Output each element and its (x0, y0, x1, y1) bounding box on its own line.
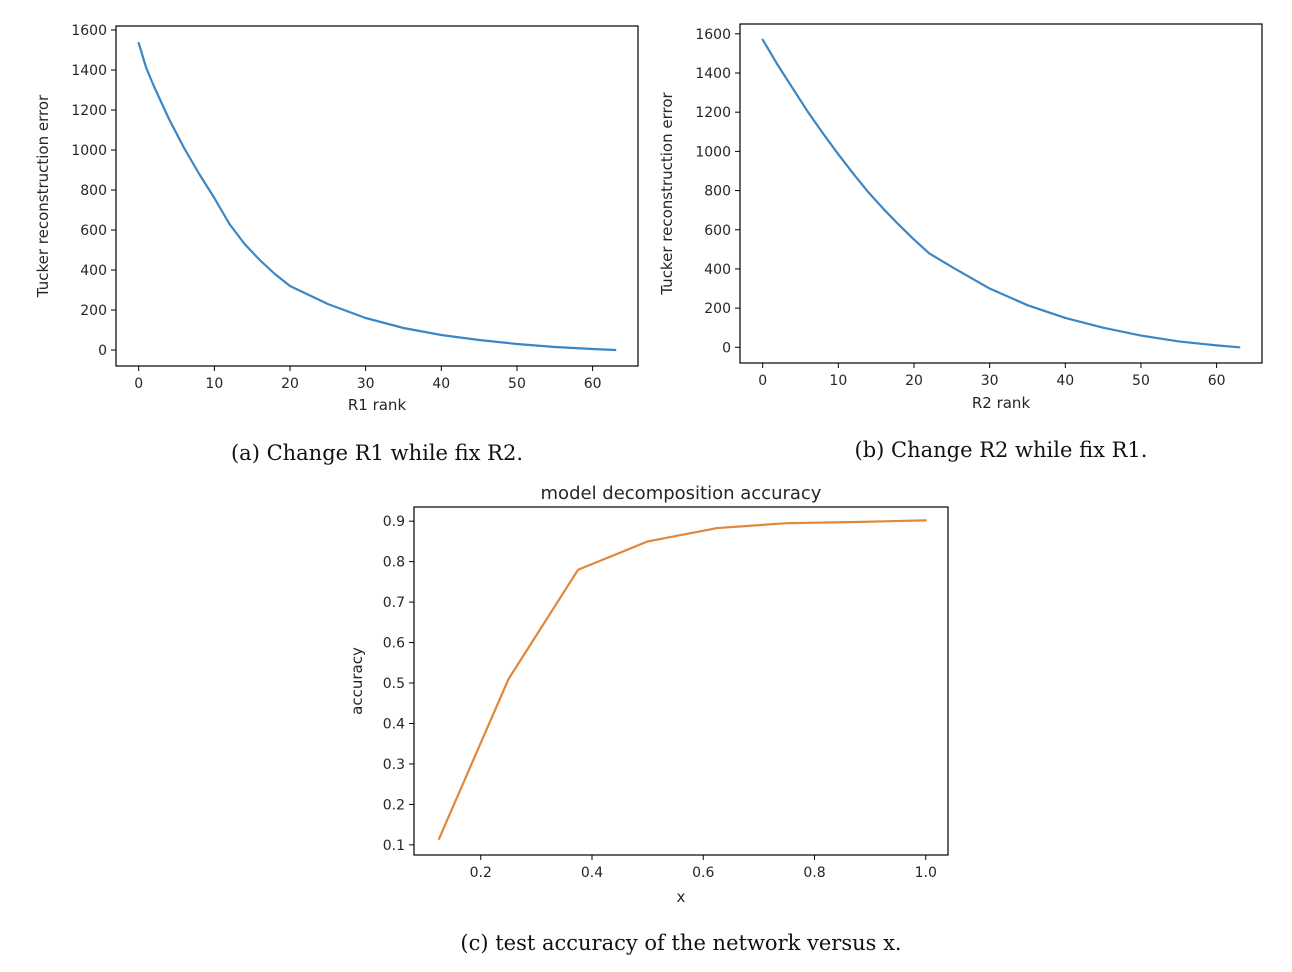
y-tick-label: 400 (80, 263, 107, 279)
y-tick-label: 0.6 (383, 636, 405, 652)
x-tick-label: 40 (1056, 373, 1074, 389)
y-tick-label: 0 (722, 340, 731, 356)
y-tick-label: 0.5 (383, 676, 405, 692)
y-tick-label: 0.3 (383, 757, 405, 773)
y-tick-label: 400 (704, 262, 731, 278)
y-tick-label: 0.8 (383, 555, 405, 571)
x-tick-label: 40 (432, 376, 450, 392)
series-line (137, 41, 617, 352)
x-tick-label: 0.4 (581, 865, 603, 881)
y-tick-label: 0.7 (383, 595, 405, 611)
y-tick-label: 600 (80, 223, 107, 239)
x-tick-label: 20 (281, 376, 299, 392)
y-tick-label: 1200 (695, 105, 731, 121)
y-axis-label: accuracy (348, 647, 366, 715)
chart-title: model decomposition accuracy (541, 483, 822, 504)
x-tick-label: 60 (1208, 373, 1226, 389)
x-tick-label: 30 (981, 373, 999, 389)
y-tick-label: 200 (704, 301, 731, 317)
y-tick-label: 1600 (71, 23, 107, 39)
chart-b: 0 10 20 30 40 50 60020040060080010001200140016… (658, 23, 1263, 462)
x-tick-label: 20 (905, 373, 923, 389)
x-tick-label: 50 (1132, 373, 1150, 389)
y-tick-label: 0.2 (383, 797, 405, 813)
y-tick-label: 0.1 (383, 838, 405, 854)
y-tick-label: 600 (704, 223, 731, 239)
plot-frame (739, 23, 1263, 364)
y-tick-label: 1400 (71, 63, 107, 79)
y-tick-label: 0.9 (383, 514, 405, 530)
y-tick-label: 800 (704, 184, 731, 200)
x-tick-label: 30 (357, 376, 375, 392)
x-tick-label: 0.6 (692, 865, 714, 881)
x-tick-label: 10 (205, 376, 223, 392)
series-line (437, 519, 927, 840)
plot-frame (413, 506, 949, 856)
x-tick-label: 0.2 (470, 865, 492, 881)
y-tick-label: 200 (80, 303, 107, 319)
y-tick-label: 1400 (695, 66, 731, 82)
x-axis-label: R1 rank (348, 396, 407, 414)
y-tick-label: 0.4 (383, 716, 405, 732)
x-tick-label: 1.0 (915, 865, 937, 881)
y-tick-label: 1000 (695, 144, 731, 160)
chart-a: 0 10 20 30 40 50 60020040060080010001200140016… (34, 23, 639, 465)
y-tick-label: 0 (98, 343, 107, 359)
y-tick-label: 1600 (695, 27, 731, 43)
x-tick-label: 0 (134, 376, 143, 392)
x-tick-label: 50 (508, 376, 526, 392)
figure-caption: (c) test accuracy of the network versus … (460, 931, 901, 955)
y-tick-label: 800 (80, 183, 107, 199)
figure-caption: (b) Change R2 while fix R1. (855, 438, 1148, 462)
y-axis-label: Tucker reconstruction error (658, 91, 676, 295)
y-tick-label: 1200 (71, 103, 107, 119)
chart-c: 0.2 0.4 0.6 0.8 1.0 0.1 0.2 0.3 0.4 0.5 0.6 0.7 0.8 0… (348, 483, 949, 955)
y-axis-label: Tucker reconstruction error (34, 94, 52, 298)
x-axis-label: x (677, 888, 686, 906)
y-tick-label: 1000 (71, 143, 107, 159)
x-tick-label: 0 (758, 373, 767, 389)
x-tick-label: 60 (584, 376, 602, 392)
series-line (761, 38, 1241, 349)
plot-frame (115, 25, 639, 367)
x-axis-label: R2 rank (972, 394, 1031, 412)
x-tick-label: 0.8 (803, 865, 825, 881)
figure-caption: (a) Change R1 while fix R2. (231, 441, 523, 465)
x-tick-label: 10 (829, 373, 847, 389)
